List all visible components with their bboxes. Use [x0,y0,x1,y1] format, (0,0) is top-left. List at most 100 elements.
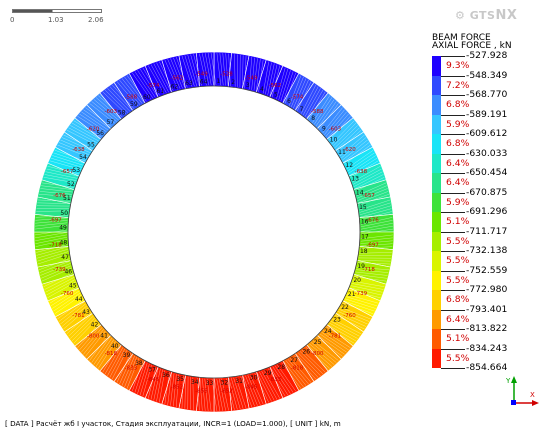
ring-hatch-line [352,280,385,288]
ring-hatch-line [249,374,264,405]
ring-force-value: -800 [87,333,100,339]
ring-hatch-line [164,59,179,90]
ring-node-label: 2 [231,79,235,86]
ring-hatch-line [358,193,390,206]
ring-hatch-line [79,325,101,351]
ring-hatch-line [282,71,294,103]
ring-node-label: 28 [277,364,285,371]
ring-hatch-line [262,61,270,94]
ring-hatch-line [360,246,393,249]
legend-percent-2: 6.8% [446,99,470,110]
legend-value-6: -650.454 [466,167,508,178]
ring-hatch-line [199,53,207,86]
ring-node-label: 42 [91,321,99,328]
legend-tick-1 [441,75,465,77]
ring-node-label: 16 [361,219,369,226]
legend-percent-4: 6.8% [446,138,470,149]
ring-node-label: 62 [171,83,179,90]
ring-hatch-line [337,129,362,153]
ring-node-label: 24 [324,328,332,335]
ring-hatch-line [47,165,80,175]
ring-hatch-line [95,339,115,367]
legend-value-0: -527.928 [466,50,508,61]
ring-hatch-line [190,54,200,86]
legend-tick-8 [441,212,465,213]
ring-force-value: -697 [49,218,62,224]
ring-hatch-line [44,174,77,181]
ring-node-label: 18 [360,248,368,255]
ring-hatch-line [45,171,78,179]
ring-hatch-line [359,199,391,211]
legend-percent-1: 7.2% [446,79,470,91]
ring-hatch-line [102,344,120,373]
ring-hatch-line [342,139,368,161]
ring-hatch-line [350,285,383,293]
ring-hatch-line [57,144,88,158]
ring-hatch-line [325,111,347,137]
legend-swatch-7 [432,192,441,212]
ring-hatch-line [107,88,131,112]
ring-node-label: 52 [67,181,75,188]
legend-value-7: -670.875 [466,186,508,198]
ring-hatch-line [81,327,103,353]
ring-hatch-line [210,52,217,86]
ring-hatch-line [329,322,358,339]
scale-label-0: 0 [10,16,15,24]
ring-hatch-line [66,311,91,335]
ring-hatch-line [139,68,158,97]
scale-label-2: 2.06 [88,16,104,24]
ring-node-label: 9 [322,125,326,132]
ring-hatch-line [214,378,221,411]
ring-hatch-line [156,369,163,402]
ring-hatch-line [204,53,212,86]
ring-hatch-line [137,362,148,394]
ring-labels: 1 2 34567891011121314151617181920212223242… [49,71,379,394]
ring-force-value: -620 [343,147,356,153]
ring-force-value: -588 [311,109,324,115]
legend-percent-8: 5.1% [446,216,470,227]
ring-hatch-line [306,89,324,119]
legend-value-5: -630.033 [466,147,508,159]
legend-percent-15: 5.5% [446,352,470,364]
ring-hatch-line [197,378,200,411]
ring-node-label: 51 [63,195,71,202]
legend-value-2: -568.770 [466,89,508,100]
ring-hatch-line [70,315,94,339]
logo-gear-icon: ⚙ [455,9,466,22]
ring-hatch-line [352,165,381,183]
ring-hatch-line [357,262,391,265]
ring-hatch-line [348,289,381,299]
ring-hatch-line [281,362,302,389]
ring-hatch-line [311,342,337,363]
ring-hatch-line [202,53,210,86]
ring-force-value: -845 [147,377,160,383]
legend-value-11: -752.559 [466,264,508,276]
ring-hatch-line [184,55,195,87]
ring-hatch-line [216,52,222,86]
ring-node-label: 22 [341,304,349,311]
ring-hatch-line [54,149,86,162]
ring-hatch-line [360,243,393,247]
ring-hatch-line [132,72,151,100]
legend-swatch-12 [432,290,441,310]
ring-hatch-line [83,329,104,355]
ring-force-value: -620 [87,127,100,133]
ring-hatch-line [334,125,358,149]
ring-node-label: 40 [111,343,119,350]
ring-hatch-line [249,57,253,90]
ring-hatch-line [256,59,261,92]
ring-hatch-line [338,309,370,322]
ring-hatch-line [297,352,321,376]
legend-percent-9: 5.5% [446,235,470,247]
ring-hatch-line [35,222,68,227]
ring-hatch-line [317,101,337,128]
ring-hatch-line [355,271,388,276]
ring-hatch-line [121,355,135,386]
ring-hatch-line [52,290,80,309]
ring-force-value: -818 [104,351,117,357]
ring-hatch-line [283,361,304,388]
legend-tick-14 [441,329,465,330]
ring-force-value: -657 [362,193,375,199]
legend-percent-3: 5.9% [446,118,470,130]
ring-node-label: 59 [130,101,138,108]
